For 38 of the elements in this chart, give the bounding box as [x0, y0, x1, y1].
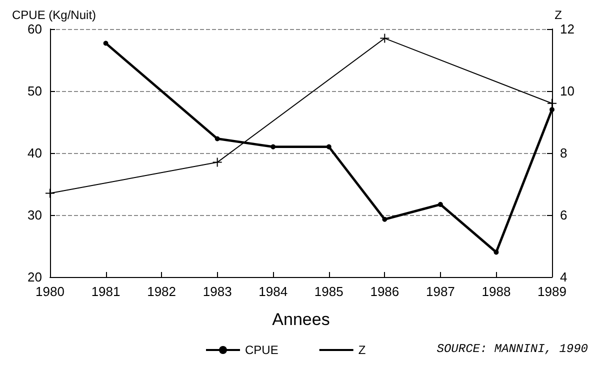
y-tick-label: 50 — [28, 84, 42, 98]
y-axis-title: CPUE (Kg/Nuit) — [12, 8, 96, 22]
x-tick-label: 1985 — [314, 284, 344, 299]
x-tick-label: 1982 — [147, 284, 176, 299]
point — [547, 98, 557, 108]
x-tick-label: 1988 — [482, 284, 511, 299]
point — [212, 157, 222, 168]
legend-label: CPUE — [245, 343, 278, 357]
x-tick-label: 1981 — [91, 284, 120, 299]
point — [494, 250, 499, 255]
y2-tick-label: 4 — [560, 270, 568, 284]
point — [550, 107, 554, 112]
x-tick-label: 1983 — [202, 284, 232, 299]
y2-tick-label: 6 — [560, 208, 568, 222]
y-tick-label: 20 — [28, 270, 42, 284]
point — [382, 216, 388, 222]
y-tick-label: 60 — [28, 22, 42, 36]
source-note: SOURCE: MANNINI, 1990 — [436, 342, 588, 356]
point — [103, 40, 108, 46]
point — [214, 136, 220, 142]
y-tick-label: 40 — [28, 146, 42, 160]
y-tick-label: 30 — [28, 208, 42, 222]
y2-axis-title: Z — [554, 8, 562, 22]
x-tick-label: 1984 — [258, 284, 288, 299]
y2-tick-label: 12 — [560, 22, 574, 36]
point — [270, 144, 276, 150]
x-tick-label: 1986 — [370, 284, 400, 299]
point — [45, 188, 55, 198]
point — [380, 33, 390, 44]
x-tick-label: 1987 — [426, 284, 455, 299]
point — [438, 202, 443, 207]
x-tick-label: 1989 — [538, 284, 566, 299]
x-tick-label: 1980 — [36, 284, 64, 299]
y2-tick-label: 10 — [560, 84, 574, 98]
y2-tick-label: 8 — [560, 146, 568, 160]
legend-label: Z — [358, 343, 366, 357]
x-axis-title: Annees — [272, 310, 330, 329]
point — [326, 144, 332, 150]
